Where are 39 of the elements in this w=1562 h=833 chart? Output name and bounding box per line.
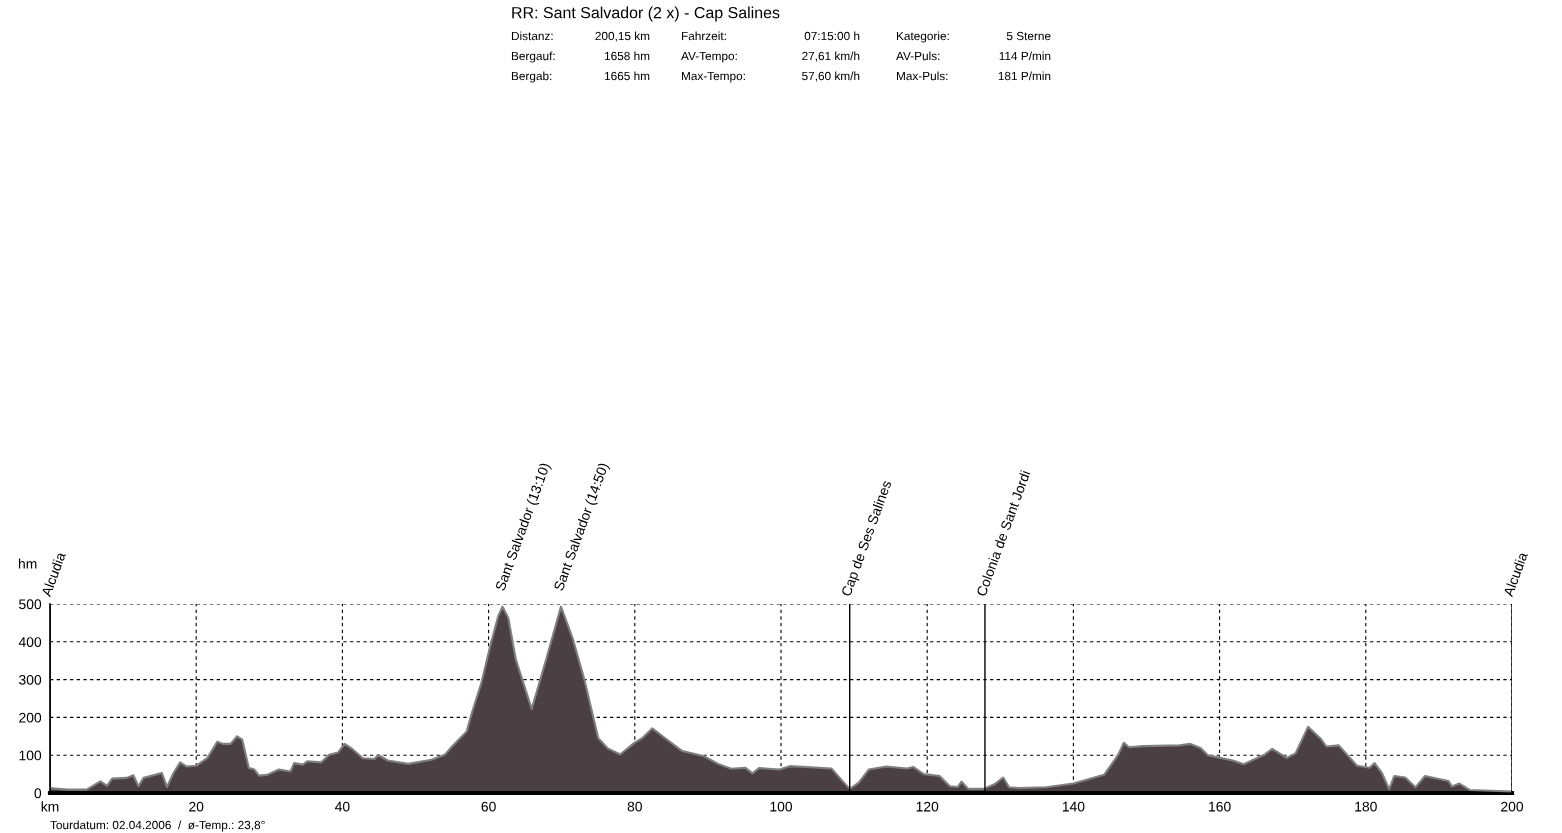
x-tick-label: 100 [770,801,793,812]
x-tick-label: 120 [916,801,939,812]
text: Kategorie: [896,31,949,43]
text: 5 Sterne [1006,31,1051,41]
text: AV-Puls: [896,51,940,61]
x-tick-label: 60 [481,801,496,812]
y-tick-label: 500 [19,599,42,610]
y-tick-label: 200 [19,712,42,723]
text: 1658 hm [604,51,650,61]
text: 07:15:00 h [804,31,860,41]
x-tick-label: 180 [1355,801,1377,812]
text: 1665 hm [604,71,650,81]
text: 181 P/min [998,71,1051,81]
y-tick-label: 0 [34,788,42,799]
y-tick-label: 400 [18,637,42,647]
text: Bergab: [511,71,552,83]
y-tick-label: 100 [19,750,42,761]
x-tick-label: km [41,801,59,812]
x-axis-title: hm [18,558,37,569]
text: 27,61 km/h [802,51,860,62]
x-tick-label: 200 [1501,801,1524,812]
chart-title: RR: Sant Salvador (2 x) - Cap Salines [512,6,780,22]
text: 57,60 km/h [802,71,860,82]
x-tick-label: 20 [189,801,204,812]
x-tick-label: 140 [1062,801,1085,812]
text: Fahrzeit: [681,31,726,41]
text: Bergauf: [511,51,555,63]
x-tick-label: 80 [627,801,642,812]
text: Tourdatum: 02.04.2006 / ø-Temp.: 23,8° [50,820,265,832]
x-tick-label: 160 [1209,801,1231,812]
text: Max-Puls: [896,71,948,81]
ref-line-label: Cap de Ses Salines [840,479,895,598]
x-tick-label: 40 [335,801,350,812]
text: Max-Tempo: [681,71,745,83]
y-tick-label: 300 [19,674,42,685]
text: 114 P/min [999,51,1051,61]
text: AV-Tempo: [681,51,737,63]
text: Distanz: [511,31,553,41]
text: 200,15 km [595,31,650,42]
